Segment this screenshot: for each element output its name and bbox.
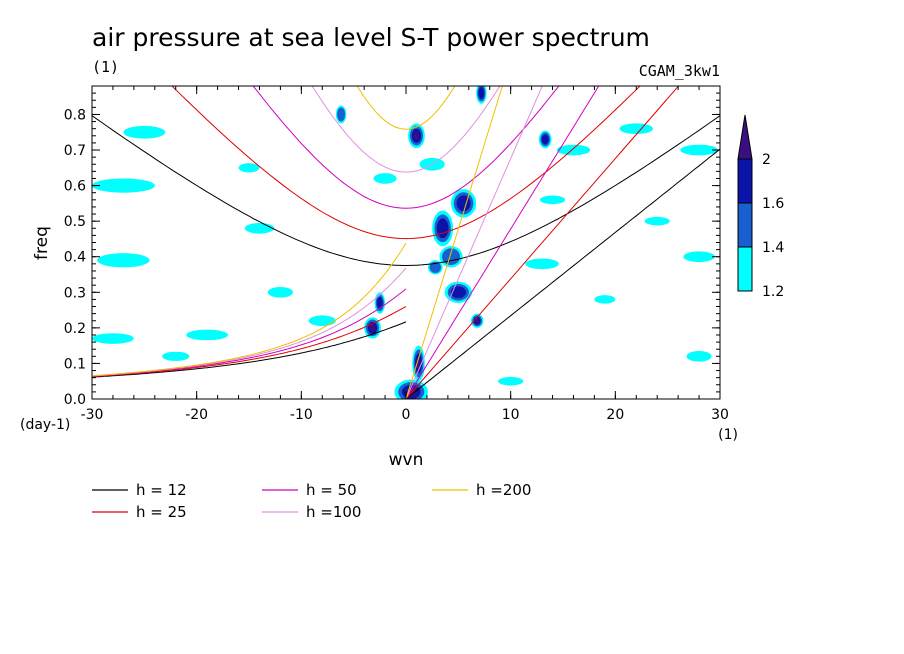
x-unit-label: (1) xyxy=(718,427,738,443)
x-tick-label: -20 xyxy=(185,407,208,423)
x-tick-label: -30 xyxy=(81,407,104,423)
colorbar-arrow xyxy=(737,114,753,160)
inertia-gravity-curve-h25 xyxy=(171,86,641,240)
mrg-curve-h200 xyxy=(92,242,407,377)
kelvin-curve-h25 xyxy=(405,86,680,399)
shaded-region-9-level-2 xyxy=(478,87,485,100)
mrg-curve-h12 xyxy=(92,321,407,378)
shaded-region-8-level-2 xyxy=(376,296,383,309)
spectrum-shading xyxy=(92,86,718,399)
shaded-region-24-level-0 xyxy=(619,123,654,135)
shaded-region-11-level-1 xyxy=(337,107,346,122)
shaded-region-22-level-0 xyxy=(525,258,559,270)
y-tick-label: 0.8 xyxy=(64,107,86,123)
shaded-region-13-level-1 xyxy=(429,261,442,273)
shaded-region-29-level-0 xyxy=(539,195,566,205)
colorbar-segment xyxy=(737,246,753,292)
legend: h = 12 h = 25 h = 50 h =100 h =200 xyxy=(92,481,531,521)
legend-label: h = 12 xyxy=(136,481,187,499)
shaded-region-34-level-0 xyxy=(594,295,616,304)
shaded-region-35-level-0 xyxy=(644,216,670,226)
y-tick-label: 0.3 xyxy=(64,285,86,301)
inertia-gravity-curve-h100 xyxy=(311,86,501,173)
chart-subtitle-right: CGAM_3kw1 xyxy=(639,62,720,80)
x-axis-label: wvn xyxy=(389,450,424,470)
shaded-region-18-level-0 xyxy=(186,329,229,341)
shaded-region-33-level-0 xyxy=(238,163,260,173)
kelvin-curve-h100 xyxy=(405,86,543,399)
mrg-curve-h25 xyxy=(92,305,407,378)
y-tick-label: 0.4 xyxy=(64,250,86,266)
colorbar: 1.2 1.4 1.6 2 xyxy=(737,114,784,300)
colorbar-label: 1.6 xyxy=(762,196,784,212)
kelvin-curve-h12 xyxy=(405,148,720,399)
y-tick-label: 0.6 xyxy=(64,179,86,195)
dispersion-curves xyxy=(92,86,720,399)
plot-frame xyxy=(91,85,721,400)
shaded-region-12-level-1 xyxy=(442,248,460,266)
y-tick-label: 0.1 xyxy=(64,356,86,372)
shaded-region-7-level-3 xyxy=(475,318,480,324)
shaded-region-3-level-3 xyxy=(369,324,376,332)
shaded-region-10-level-2 xyxy=(541,134,549,145)
x-tick-label: 10 xyxy=(502,407,520,423)
y-axis-label: freq xyxy=(32,226,52,260)
shaded-region-2-level-3 xyxy=(413,131,420,141)
legend-label: h =200 xyxy=(476,481,531,499)
shaded-region-21-level-0 xyxy=(308,315,336,327)
x-tick-label: -10 xyxy=(290,407,313,423)
shaded-region-17-level-0 xyxy=(92,333,134,344)
colorbar-label: 1.4 xyxy=(762,240,784,256)
shaded-region-15-level-0 xyxy=(92,178,155,193)
kelvin-curve-h50 xyxy=(405,86,600,399)
shaded-region-19-level-0 xyxy=(244,222,275,234)
shaded-region-6-level-2 xyxy=(456,195,471,212)
shaded-region-14-level-0 xyxy=(97,253,150,268)
colorbar-label: 2 xyxy=(762,152,771,168)
y-tick-label: 0.2 xyxy=(64,321,86,337)
legend-label: h =100 xyxy=(306,503,361,521)
shaded-region-20-level-0 xyxy=(267,286,293,298)
y-tick-label: 0.7 xyxy=(64,143,86,159)
x-tick-label: 30 xyxy=(711,407,729,423)
axis-ticks: -30 -20 -10 0 10 20 30 0.0 0.1 0.2 0.3 0.4 0.5 0.6 0.7… xyxy=(64,85,729,423)
chart-subtitle-left: (1) xyxy=(92,58,119,76)
legend-label: h = 50 xyxy=(306,481,357,499)
y-tick-label: 0.5 xyxy=(64,214,86,230)
x-tick-label: 0 xyxy=(402,407,411,423)
colorbar-segment xyxy=(737,202,753,248)
y-tick-label: 0.0 xyxy=(64,392,86,408)
chart-title: air pressure at sea level S-T power spec… xyxy=(92,23,650,52)
shaded-region-4-level-2 xyxy=(450,286,466,299)
shaded-region-27-level-0 xyxy=(686,350,712,362)
inertia-gravity-curve-h50 xyxy=(252,86,560,209)
inertia-gravity-curve-h200 xyxy=(356,86,456,130)
legend-label: h = 25 xyxy=(136,503,187,521)
inertia-gravity-curve-h12 xyxy=(92,115,720,267)
shaded-region-25-level-0 xyxy=(680,144,718,156)
kelvin-curve-h200 xyxy=(405,86,503,399)
shaded-region-5-level-2 xyxy=(436,218,449,239)
shaded-region-16-level-0 xyxy=(123,125,166,139)
shaded-region-30-level-0 xyxy=(373,173,397,184)
shaded-region-23-level-0 xyxy=(556,144,591,156)
colorbar-segment xyxy=(737,158,753,204)
colorbar-label: 1.2 xyxy=(762,284,784,300)
shaded-region-32-level-0 xyxy=(162,351,190,361)
x-tick-label: 20 xyxy=(606,407,624,423)
shaded-region-28-level-0 xyxy=(498,376,524,386)
shaded-region-26-level-0 xyxy=(683,251,715,263)
y-unit-label: (day-1) xyxy=(20,417,70,433)
